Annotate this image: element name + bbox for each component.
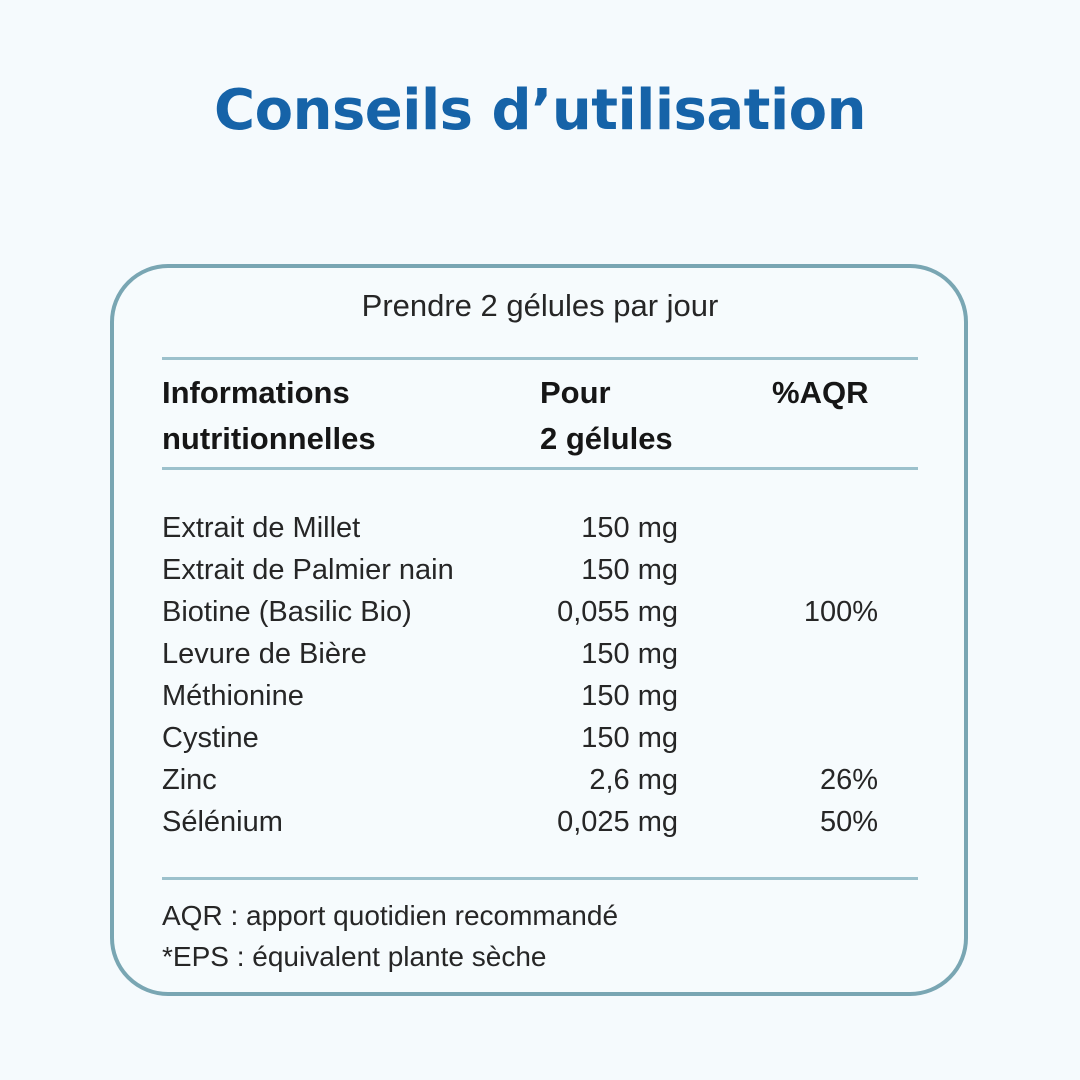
table-top-divider	[162, 357, 918, 360]
header-informations-line2: nutritionnelles	[162, 421, 376, 456]
header-amount-line2: 2 gélules	[540, 421, 673, 456]
table-row: Levure de Bière 150 mg	[0, 633, 1080, 675]
ingredient-amount: 0,055 mg	[557, 596, 678, 628]
ingredient-aqr: 50%	[819, 806, 878, 838]
ingredient-amount: 150 mg	[581, 722, 678, 754]
ingredient-name: Levure de Bière	[162, 638, 367, 670]
table-row: Zinc 2,6 mg 26%	[0, 759, 1080, 801]
header-amount: Pour 2 gélules	[540, 370, 673, 462]
ingredient-amount: 2,6 mg	[589, 764, 678, 796]
footnote-aqr: AQR : apport quotidien recommandé	[162, 900, 619, 931]
ingredient-name: Extrait de Millet	[162, 512, 361, 544]
ingredient-name: Cystine	[162, 722, 259, 754]
ingredient-name: Extrait de Palmier nain	[162, 554, 454, 586]
ingredient-amount: 150 mg	[581, 638, 678, 670]
ingredient-amount: 150 mg	[581, 512, 678, 544]
table-row: Extrait de Millet 150 mg	[0, 507, 1080, 549]
ingredient-aqr: 100%	[803, 596, 878, 628]
ingredient-name: Zinc	[162, 764, 217, 796]
table-header-divider	[162, 467, 918, 470]
table-bottom-divider	[162, 877, 918, 880]
ingredient-amount: 150 mg	[581, 554, 678, 586]
header-aqr: %AQR	[772, 375, 869, 410]
header-informations-line1: Informations	[162, 375, 350, 410]
table-row: Méthionine 150 mg	[0, 675, 1080, 717]
footnote-eps: *EPS : équivalent plante sèche	[162, 941, 547, 972]
ingredient-name: Biotine (Basilic Bio)	[162, 596, 412, 628]
ingredient-name: Sélénium	[162, 806, 283, 838]
ingredient-aqr: 26%	[819, 764, 878, 796]
nutrition-card	[110, 264, 968, 996]
header-informations: Informations nutritionnelles	[162, 370, 376, 462]
ingredient-amount: 150 mg	[581, 680, 678, 712]
header-amount-line1: Pour	[540, 375, 611, 410]
ingredient-amount: 0,025 mg	[557, 806, 678, 838]
dosage-instruction: Prendre 2 gélules par jour	[361, 288, 719, 323]
page-title: Conseils d’utilisation	[214, 78, 866, 143]
table-row: Cystine 150 mg	[0, 717, 1080, 759]
ingredient-name: Méthionine	[162, 680, 304, 712]
nutrition-rows: Extrait de Millet 150 mg Extrait de Palm…	[0, 507, 1080, 843]
table-row: Extrait de Palmier nain 150 mg	[0, 549, 1080, 591]
table-row: Biotine (Basilic Bio) 0,055 mg 100%	[0, 591, 1080, 633]
table-row: Sélénium 0,025 mg 50%	[0, 801, 1080, 843]
